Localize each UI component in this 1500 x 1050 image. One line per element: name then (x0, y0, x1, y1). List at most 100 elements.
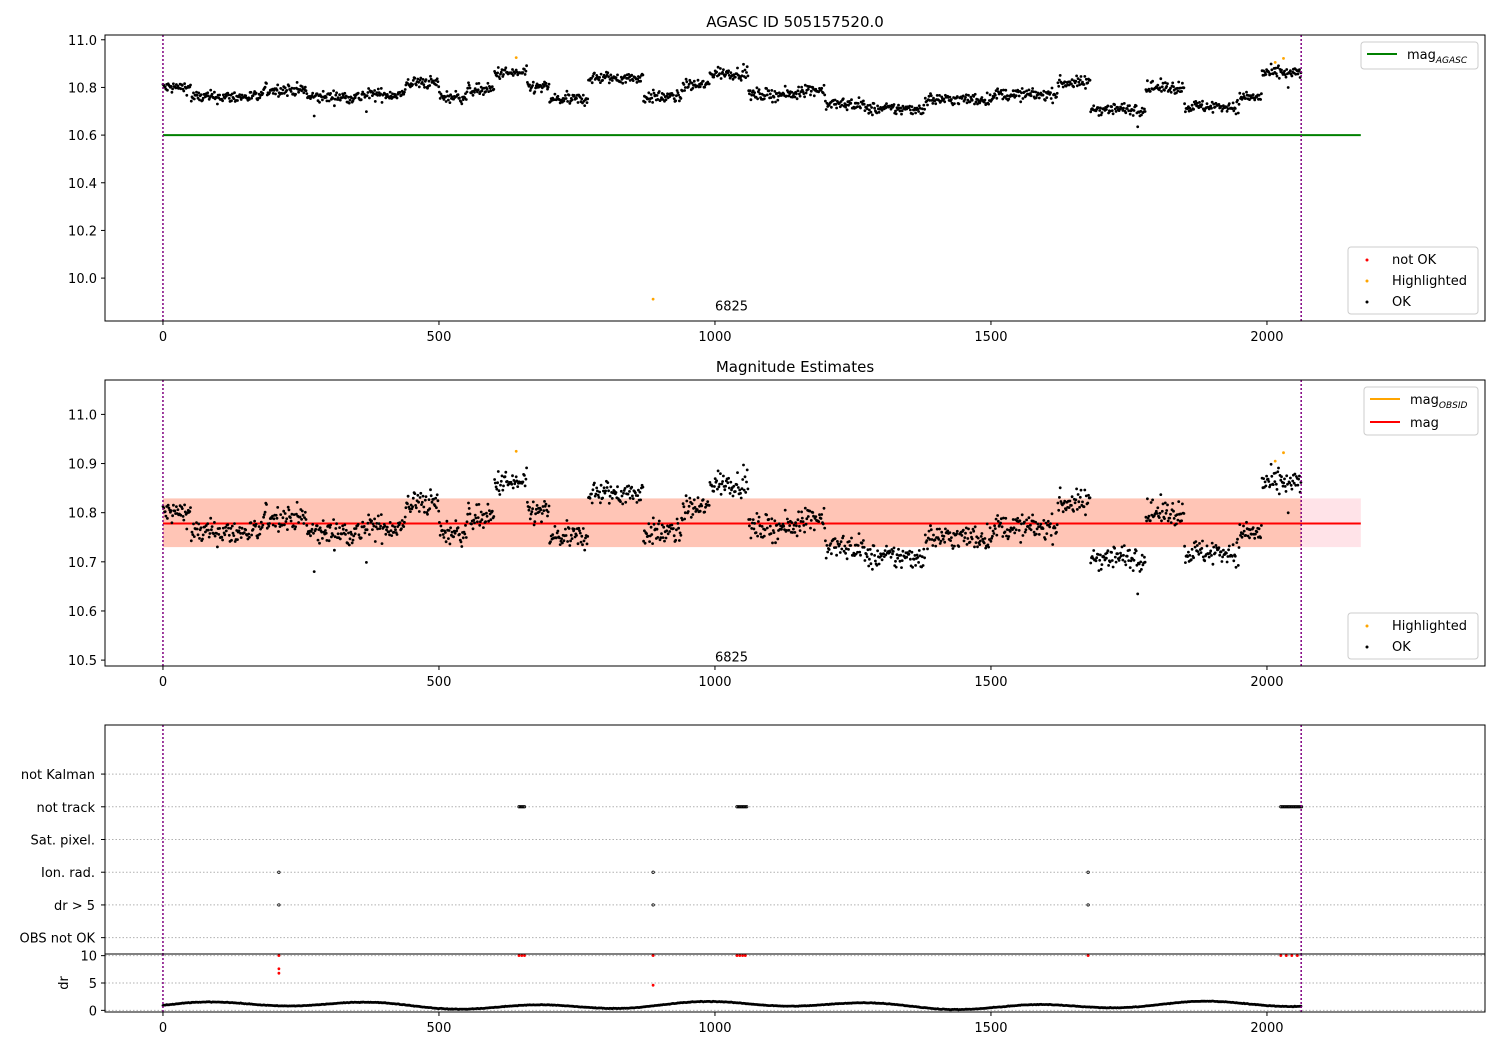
ok-point (736, 471, 739, 474)
ok-point (532, 523, 536, 527)
ok-point (247, 532, 251, 536)
ok-point (1154, 509, 1158, 513)
ok-point (827, 548, 831, 551)
ok-point (430, 500, 434, 504)
ok-point (770, 89, 774, 92)
dr-bad-point (743, 954, 747, 957)
ok-point (289, 516, 292, 519)
ok-point (318, 541, 321, 545)
ok-point (988, 93, 992, 97)
ok-point (741, 478, 745, 481)
ok-point (1212, 102, 1216, 106)
ok-point (768, 524, 772, 528)
ok-point (926, 547, 929, 551)
ok-point (402, 525, 406, 528)
ok-point (1288, 481, 1292, 485)
ok-point (1277, 492, 1281, 496)
ok-point (804, 91, 808, 95)
ok-point (227, 533, 231, 537)
ok-point (1257, 527, 1261, 531)
ok-point (981, 537, 985, 541)
ok-point (888, 550, 892, 554)
ok-point (379, 87, 383, 90)
ok-point (1264, 73, 1268, 76)
ok-point (543, 504, 547, 508)
ok-point (1118, 556, 1122, 559)
ok-point (760, 525, 764, 528)
ok-point (274, 92, 277, 96)
ok-point (1136, 125, 1140, 129)
ok-point (776, 537, 780, 541)
ok-point (614, 491, 618, 494)
ok-point (869, 110, 873, 114)
ok-point (874, 559, 877, 563)
ok-point (859, 553, 862, 557)
ok-point (474, 516, 478, 520)
ok-point (1029, 528, 1033, 532)
ok-point (767, 518, 771, 521)
legend-ok: OK (1392, 295, 1411, 310)
ok-point (283, 512, 287, 515)
ok-point (526, 500, 529, 504)
ok-point (1234, 565, 1238, 569)
ok-point (309, 534, 312, 538)
ok-point (1225, 560, 1229, 564)
ok-point (1005, 528, 1009, 531)
ok-point (1226, 555, 1230, 558)
ok-point (413, 492, 417, 495)
ok-point (765, 526, 769, 530)
ok-point (1276, 470, 1280, 474)
ok-point (1169, 512, 1172, 516)
ok-point (179, 513, 183, 517)
ok-point (750, 93, 754, 97)
ok-point (467, 507, 471, 510)
ok-point (1266, 477, 1270, 481)
ok-point (379, 524, 382, 528)
ok-point (328, 526, 332, 529)
ok-point (599, 501, 602, 505)
ok-point (1089, 110, 1093, 114)
ok-point (923, 533, 927, 537)
ok-point (207, 535, 211, 539)
ok-point (1098, 109, 1102, 112)
ok-point (318, 100, 321, 104)
ok-point (696, 78, 700, 82)
ok-point (884, 553, 888, 557)
ok-point (428, 507, 432, 511)
ok-point (437, 509, 441, 513)
ok-point (295, 81, 299, 84)
ok-point (754, 531, 758, 534)
ok-point (531, 500, 535, 504)
ok-point (584, 536, 587, 540)
ok-point (1172, 85, 1175, 89)
ok-point (1084, 87, 1087, 90)
ok-point (183, 503, 187, 507)
ok-point (1125, 107, 1129, 110)
ok-point (656, 536, 660, 539)
ok-point (1217, 546, 1221, 550)
ok-point (619, 500, 622, 503)
ok-point (1269, 462, 1273, 466)
ok-point (480, 89, 484, 93)
ok-point (917, 110, 920, 113)
ok-point (221, 538, 225, 542)
ok-point (598, 76, 601, 79)
ok-point (450, 530, 454, 534)
ok-point (1078, 505, 1081, 509)
ok-point (332, 518, 335, 521)
ok-point (803, 95, 806, 99)
ok-point (1179, 512, 1183, 516)
ok-point (1035, 527, 1039, 531)
ok-point (1161, 81, 1165, 85)
ok-point (236, 538, 239, 541)
ok-point (576, 101, 580, 104)
ok-point (763, 94, 767, 98)
ok-point (966, 537, 970, 540)
ok-point (327, 539, 331, 543)
ok-point (546, 510, 550, 514)
ok-point (897, 103, 900, 107)
ok-point (799, 520, 803, 523)
ok-point (1029, 94, 1033, 98)
ok-point (656, 98, 660, 101)
